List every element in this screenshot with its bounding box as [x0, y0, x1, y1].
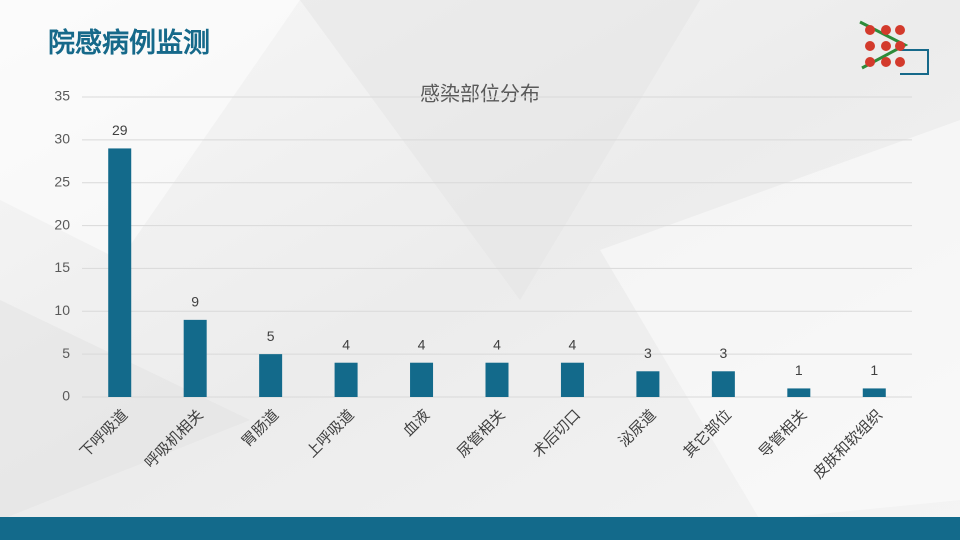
bg-shape: [0, 300, 250, 520]
slide-title: 院感病例监测: [48, 27, 210, 58]
bg-shape: [0, 0, 300, 260]
logo-mark: [859, 20, 909, 70]
logo-bracket: [900, 49, 929, 75]
bg-shape: [300, 0, 700, 300]
bg-shape: [600, 120, 960, 520]
data-label: 9: [191, 294, 199, 310]
bar: [560, 362, 584, 397]
bar: [334, 362, 358, 397]
bar: [636, 371, 660, 397]
data-label: 1: [870, 362, 878, 378]
data-label: 4: [342, 336, 350, 352]
logo-dots: [865, 25, 905, 67]
y-tick-label: 5: [62, 345, 70, 361]
bar: [183, 319, 207, 397]
bar: [259, 354, 283, 397]
y-tick-label: 20: [54, 216, 70, 232]
data-label: 5: [267, 328, 275, 344]
bar: [108, 148, 132, 397]
y-tick-label: 30: [54, 131, 70, 147]
data-label: 4: [418, 336, 426, 352]
bar: [711, 371, 735, 397]
y-tick-label: 25: [54, 173, 70, 189]
footer-band: [0, 517, 960, 540]
y-tick-label: 35: [54, 88, 70, 104]
y-tick-label: 0: [62, 388, 70, 404]
bar: [787, 388, 811, 397]
data-label: 29: [112, 122, 128, 138]
bar: [862, 388, 886, 397]
data-label: 4: [569, 336, 577, 352]
data-label: 3: [644, 345, 652, 361]
data-label: 3: [719, 345, 727, 361]
bar: [410, 362, 434, 397]
data-label: 4: [493, 336, 501, 352]
logo: [859, 20, 929, 75]
bar: [485, 362, 509, 397]
data-label: 1: [795, 362, 803, 378]
y-tick-label: 10: [54, 302, 70, 318]
chart-title: 感染部位分布: [420, 82, 540, 105]
y-tick-label: 15: [54, 259, 70, 275]
